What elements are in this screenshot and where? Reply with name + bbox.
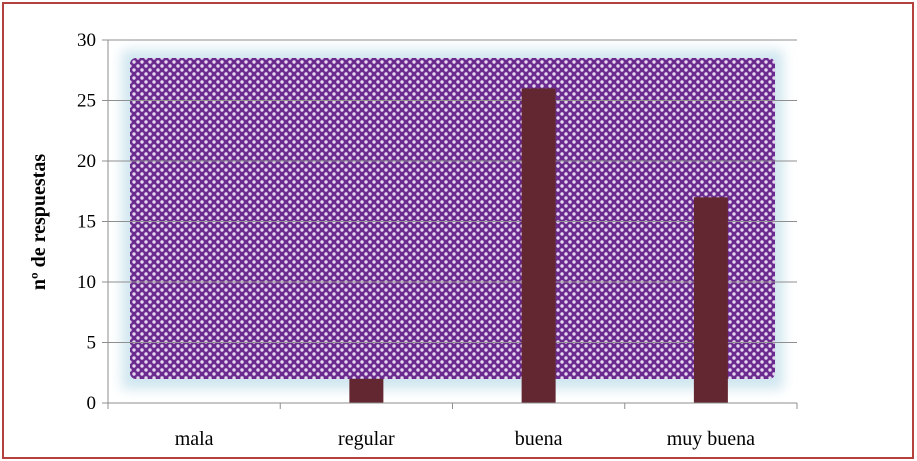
y-tick-label: 25 — [77, 91, 96, 112]
x-category-label: muy buena — [667, 428, 755, 450]
x-category-label: mala — [175, 428, 214, 450]
bar-buena — [521, 88, 556, 404]
y-tick-label: 30 — [77, 30, 96, 51]
y-axis-title: nº de respuestas — [28, 154, 50, 290]
y-tick-label: 5 — [87, 333, 97, 354]
y-tick-label: 20 — [77, 151, 96, 172]
x-category-label: buena — [515, 428, 563, 450]
bar-regular — [349, 378, 384, 403]
axes — [102, 39, 798, 409]
gridlines — [108, 39, 797, 343]
x-category-label: regular — [338, 428, 395, 450]
bars — [349, 88, 728, 404]
y-tick-label: 0 — [87, 393, 97, 414]
x-category-labels: mala regular buena muy buena — [175, 428, 755, 450]
y-tick-label: 15 — [77, 212, 96, 233]
bar-muy-buena — [693, 197, 728, 403]
y-tick-labels: 0 5 10 15 20 25 30 — [77, 30, 96, 414]
y-tick-label: 10 — [77, 272, 96, 293]
plot-area-background — [122, 50, 783, 389]
